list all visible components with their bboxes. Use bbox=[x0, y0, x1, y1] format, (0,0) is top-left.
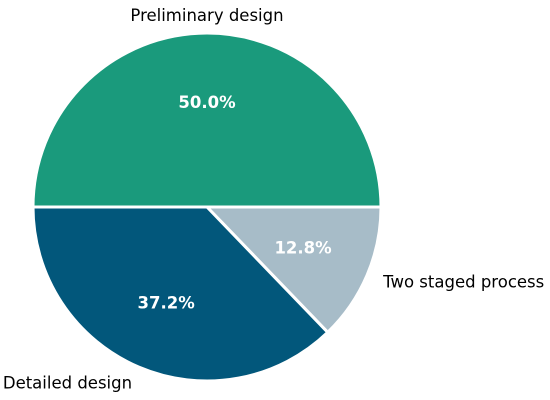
slice-category-label: Two staged process bbox=[382, 272, 544, 291]
percent-label: 37.2% bbox=[138, 294, 196, 313]
pie-slice-two-staged-process bbox=[205, 205, 383, 334]
percent-label: 50.0% bbox=[178, 93, 236, 112]
slices-layer bbox=[31, 31, 383, 383]
pie-slice-preliminary-design bbox=[31, 31, 383, 209]
slice-category-label: Detailed design bbox=[3, 374, 132, 393]
slice-category-label: Preliminary design bbox=[130, 6, 283, 25]
pie-slice-detailed-design bbox=[31, 205, 330, 383]
labels-layer: 50.0% Preliminary design 12.8% Two staged p… bbox=[3, 6, 544, 393]
percent-label: 12.8% bbox=[274, 238, 332, 257]
